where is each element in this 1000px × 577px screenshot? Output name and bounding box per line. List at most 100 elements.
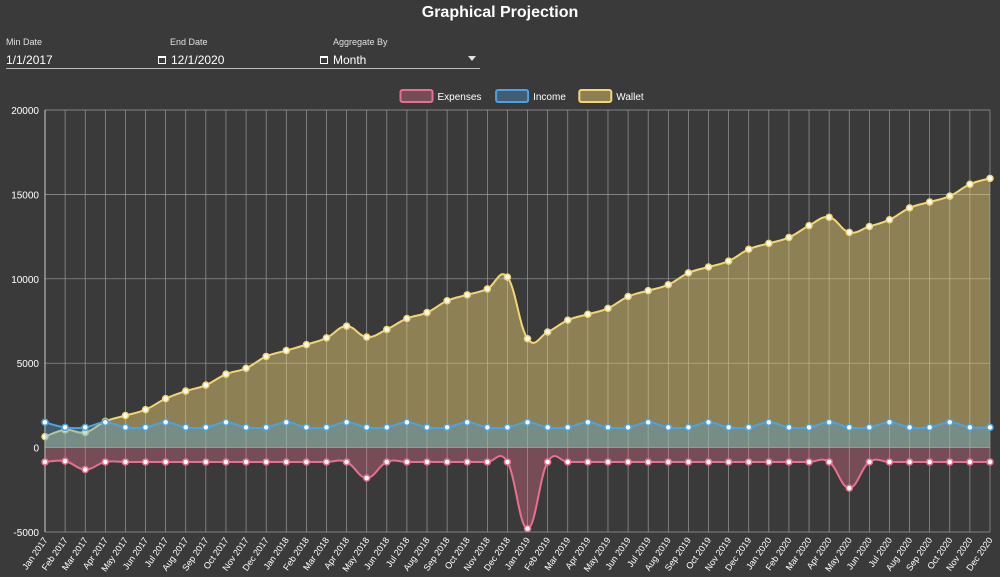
expenses-point — [242, 458, 250, 466]
wallet-point — [785, 233, 793, 242]
calendar-icon — [320, 56, 328, 64]
expenses-point — [684, 458, 693, 466]
wallet-point — [302, 340, 311, 349]
y-tick-label: 0 — [33, 444, 39, 455]
legend-label-expenses: Expenses — [438, 92, 482, 103]
income-point — [403, 418, 411, 427]
aggregate-field[interactable]: Aggregate By Month — [320, 37, 388, 67]
expenses-point — [765, 458, 773, 466]
income-point — [41, 418, 49, 427]
expenses-point — [181, 458, 190, 466]
expenses-point — [322, 458, 331, 466]
income-point — [322, 423, 331, 432]
wallet-point — [181, 387, 190, 395]
wallet-point — [383, 325, 391, 334]
expenses-point — [543, 458, 552, 466]
wallet-point — [282, 346, 291, 355]
wallet-point — [362, 333, 371, 341]
wallet-point — [483, 285, 492, 293]
income-point — [81, 423, 89, 432]
income-point — [362, 423, 371, 432]
wallet-point — [946, 192, 954, 200]
expenses-point — [423, 458, 431, 466]
wallet-point — [604, 304, 612, 313]
legend-swatch-income — [495, 89, 530, 103]
expenses-point — [704, 458, 713, 466]
income-point — [966, 423, 974, 432]
wallet-point — [825, 213, 833, 221]
expenses-point — [61, 457, 69, 465]
income-point — [242, 423, 250, 432]
y-tick-label: 20000 — [11, 106, 39, 117]
wallet-point — [704, 263, 713, 271]
income-point — [222, 418, 230, 427]
aggregate-value[interactable]: Month — [333, 53, 367, 67]
income-point — [342, 418, 351, 427]
y-tick-label: 5000 — [17, 359, 40, 370]
expenses-point — [644, 458, 652, 466]
income-point — [744, 423, 753, 432]
wallet-point — [242, 364, 250, 373]
expenses-point — [101, 458, 110, 466]
income-point — [483, 423, 492, 432]
expenses-point — [825, 458, 833, 466]
income-point — [121, 423, 130, 432]
wallet-point — [805, 221, 813, 230]
calendar-icon[interactable] — [158, 56, 166, 64]
end-date-value[interactable]: 12/1/2020 — [171, 53, 225, 67]
wallet-point — [202, 381, 210, 389]
income-point — [905, 423, 914, 432]
wallet-point — [403, 314, 411, 323]
income-point — [61, 423, 69, 432]
wallet-point — [966, 180, 974, 189]
wallet-point — [925, 198, 934, 206]
wallet-point — [845, 228, 854, 237]
income-point — [161, 418, 170, 427]
chevron-down-icon[interactable] — [468, 56, 476, 61]
min-date-field[interactable]: Min Date 1/1/2017 — [6, 37, 53, 67]
wallet-point — [222, 370, 230, 378]
wallet-point — [262, 352, 270, 361]
controls-underline — [6, 68, 480, 69]
wallet-point — [503, 273, 512, 281]
expenses-point — [121, 458, 130, 466]
wallet-point — [905, 204, 914, 212]
end-date-field[interactable]: End Date 12/1/2020 — [158, 37, 224, 67]
income-point — [584, 418, 592, 427]
income-point — [523, 418, 532, 427]
income-point — [543, 423, 552, 432]
end-date-label: End Date — [170, 37, 208, 47]
expenses-point — [383, 458, 391, 466]
income-point — [302, 423, 311, 432]
expenses-point — [222, 458, 230, 466]
expenses-point — [202, 458, 210, 466]
wallet-point — [624, 292, 632, 301]
wallet-point — [765, 239, 773, 248]
expenses-point — [564, 458, 572, 466]
expenses-point — [986, 458, 994, 466]
wallet-area — [45, 178, 990, 448]
wallet-point — [744, 245, 753, 254]
wallet-point — [684, 269, 693, 277]
expenses-point — [664, 458, 673, 466]
y-tick-label: -5000 — [13, 528, 39, 539]
expenses-point — [584, 458, 592, 466]
income-point — [282, 418, 291, 427]
income-point — [785, 423, 793, 432]
min-date-value[interactable]: 1/1/2017 — [6, 53, 53, 67]
income-point — [825, 418, 833, 427]
expenses-point — [865, 458, 874, 466]
income-point — [724, 423, 733, 432]
page-title: Graphical Projection — [421, 4, 579, 21]
wallet-point — [523, 334, 532, 343]
income-point — [383, 423, 391, 432]
wallet-point — [664, 280, 673, 289]
expenses-area — [45, 447, 990, 529]
min-date-label: Min Date — [6, 37, 43, 47]
wallet-point — [322, 334, 331, 342]
expenses-point — [885, 458, 894, 466]
income-point — [865, 423, 874, 432]
wallet-point — [724, 257, 733, 265]
expenses-point — [282, 458, 291, 466]
